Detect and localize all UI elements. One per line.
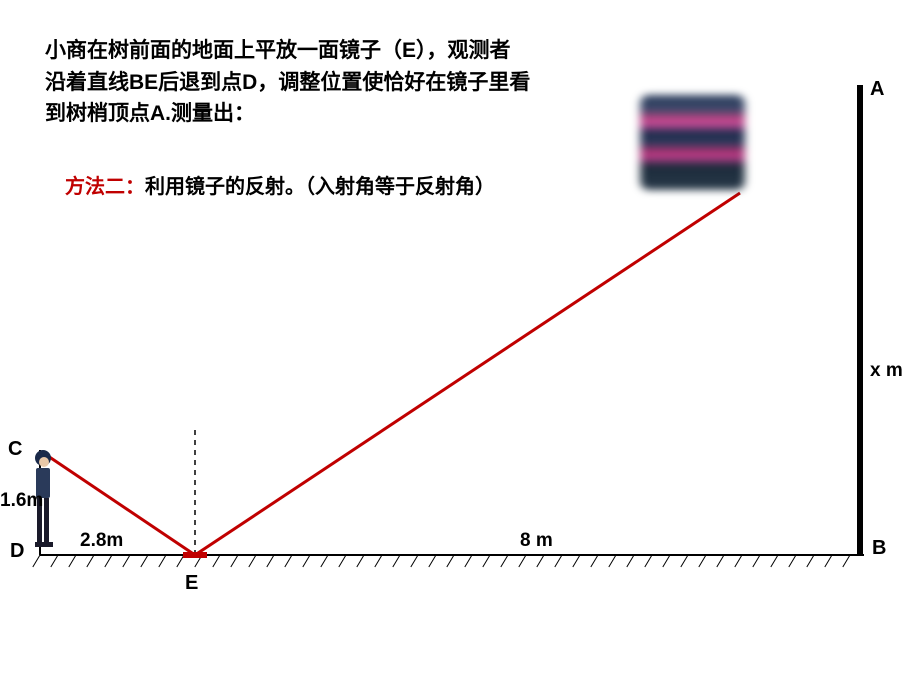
point-d-label: D (10, 540, 24, 563)
point-b-label: B (872, 537, 886, 560)
diagram-svg (0, 0, 920, 690)
de-distance-label: 2.8m (80, 530, 123, 552)
tree-height-label: x m (870, 360, 903, 382)
person-height-label: 1.6m (0, 490, 43, 512)
reflection-image (640, 95, 745, 190)
point-a-label: A (870, 78, 884, 101)
point-e-label: E (185, 572, 198, 595)
point-c-label: C (8, 438, 22, 461)
eb-distance-label: 8 m (520, 530, 553, 552)
